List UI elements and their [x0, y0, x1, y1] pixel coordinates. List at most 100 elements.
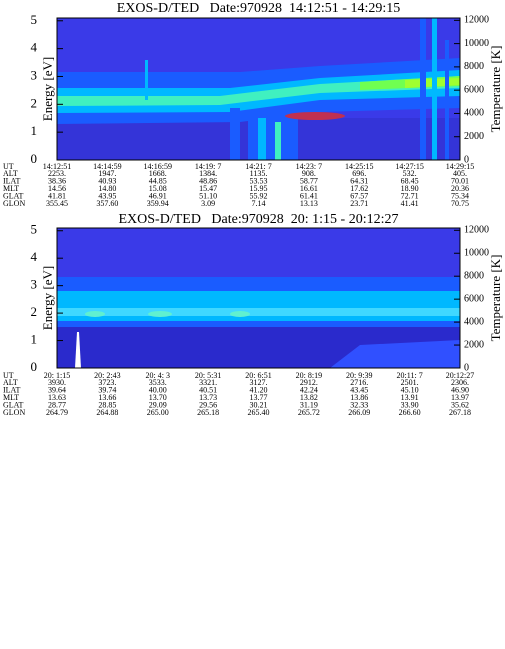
y2-tick-label: 0 [464, 154, 469, 165]
plot-frame [56, 227, 461, 369]
table-cell: 70.01 [451, 177, 469, 186]
y2-tick-label: 4000 [464, 316, 484, 327]
table-cell: 20: 4: 3 [146, 371, 170, 380]
table-cell: 13.66 [98, 393, 116, 402]
y-tick-label: 0 [31, 359, 38, 374]
y2-tick-label: 0 [464, 362, 469, 373]
table-cell: 14:25:15 [345, 162, 373, 171]
table-cell: 355.45 [46, 199, 68, 208]
table-cell: 15.95 [250, 184, 268, 193]
table-cell: 265.00 [147, 408, 169, 417]
table-cell: 53.53 [250, 177, 268, 186]
table-cell: 13.63 [48, 393, 66, 402]
table-row-label: GLON [3, 199, 25, 208]
table-cell: 2253. [48, 169, 66, 178]
y-tick-label: 3 [31, 277, 38, 292]
y-tick-label: 2 [31, 304, 38, 319]
y2-tick-label: 6000 [464, 293, 484, 304]
table-cell: 16.61 [300, 184, 318, 193]
table-row-label: GLON [3, 408, 25, 417]
table-cell: 20: 1:15 [44, 371, 70, 380]
table-cell: 13.70 [149, 393, 167, 402]
table-cell: 55.92 [250, 191, 268, 200]
table-cell: 405. [453, 169, 467, 178]
table-cell: 1947. [98, 169, 116, 178]
y-axis-label: Energy [eV] [40, 57, 55, 121]
table-cell: 14:12:51 [43, 162, 71, 171]
table-row-label: UT [3, 371, 14, 380]
table-cell: 2912. [300, 378, 318, 387]
table-cell: 68.45 [401, 177, 419, 186]
table-cell: 72.71 [401, 191, 419, 200]
table-cell: 18.90 [401, 184, 419, 193]
table-cell: 32.33 [350, 400, 368, 409]
y-tick-label: 1 [31, 332, 38, 347]
table-cell: 13.91 [401, 393, 419, 402]
table-cell: 17.62 [350, 184, 368, 193]
table-cell: 14:29:15 [446, 162, 474, 171]
table-cell: 20: 5:31 [195, 371, 221, 380]
table-cell: 15.08 [149, 184, 167, 193]
y-tick-label: 3 [31, 67, 38, 82]
table-cell: 31.19 [300, 400, 318, 409]
y2-tick-label: 4000 [464, 108, 484, 119]
table-cell: 61.41 [300, 191, 318, 200]
table-cell: 41.20 [250, 386, 268, 395]
y-tick-label: 2 [31, 95, 38, 110]
table-cell: 75.34 [451, 191, 469, 200]
table-cell: 39.64 [48, 386, 66, 395]
table-cell: 14:23: 7 [296, 162, 322, 171]
table-cell: 20.36 [451, 184, 469, 193]
table-row-label: UT [3, 162, 14, 171]
table-cell: 13.13 [300, 199, 318, 208]
y2-tick-label: 2000 [464, 339, 484, 350]
table-row-label: MLT [3, 393, 19, 402]
table-cell: 41.41 [401, 199, 419, 208]
table-cell: 13.77 [250, 393, 268, 402]
table-cell: 14.56 [48, 184, 66, 193]
table-cell: 44.85 [149, 177, 167, 186]
table-cell: 3.09 [201, 199, 215, 208]
y-tick-label: 1 [31, 123, 38, 138]
table-cell: 13.97 [451, 393, 469, 402]
table-cell: 1384. [199, 169, 217, 178]
table-cell: 265.72 [298, 408, 320, 417]
table-cell: 64.31 [350, 177, 368, 186]
table-cell: 2501. [401, 378, 419, 387]
plot-frame [56, 17, 461, 161]
table-cell: 3321. [199, 378, 217, 387]
y-tick-label: 4 [31, 40, 38, 55]
table-cell: 20: 9:39 [346, 371, 372, 380]
table-cell: 48.86 [199, 177, 217, 186]
chart-title: EXOS-D/TED Date:970928 14:12:51 - 14:29:… [117, 1, 400, 16]
table-cell: 51.10 [199, 191, 217, 200]
table-cell: 20:12:27 [446, 371, 474, 380]
table-cell: 3930. [48, 378, 66, 387]
table-cell: 265.40 [248, 408, 270, 417]
table-cell: 264.88 [96, 408, 118, 417]
table-cell: 359.94 [147, 199, 169, 208]
table-cell: 20: 8:19 [296, 371, 322, 380]
table-cell: 3533. [149, 378, 167, 387]
table-cell: 29.09 [149, 400, 167, 409]
table-row-label: ILAT [3, 386, 20, 395]
table-cell: 13.82 [300, 393, 318, 402]
table-cell: 45.10 [401, 386, 419, 395]
table-cell: 14.80 [98, 184, 116, 193]
table-cell: 15.47 [199, 184, 217, 193]
table-cell: 38.36 [48, 177, 66, 186]
table-cell: 42.24 [300, 386, 318, 395]
table-cell: 908. [302, 169, 316, 178]
y2-tick-label: 8000 [464, 270, 484, 281]
y2-tick-label: 12000 [464, 225, 489, 236]
table-cell: 696. [352, 169, 366, 178]
y-tick-label: 4 [31, 249, 38, 264]
table-cell: 43.95 [98, 191, 116, 200]
table-cell: 40.00 [149, 386, 167, 395]
table-cell: 29.56 [199, 400, 217, 409]
table-cell: 14:14:59 [93, 162, 121, 171]
table-cell: 266.09 [348, 408, 370, 417]
table-cell: 2306. [451, 378, 469, 387]
table-cell: 33.90 [401, 400, 419, 409]
